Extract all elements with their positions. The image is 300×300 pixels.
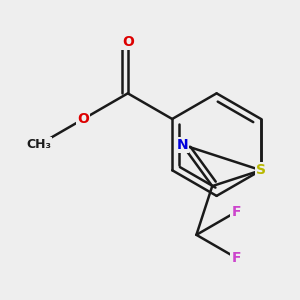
- Text: O: O: [77, 112, 89, 126]
- Text: F: F: [232, 251, 241, 265]
- Text: O: O: [122, 35, 134, 49]
- Text: N: N: [176, 138, 188, 152]
- Text: F: F: [232, 205, 241, 219]
- Text: S: S: [256, 163, 266, 177]
- Text: CH₃: CH₃: [26, 138, 52, 151]
